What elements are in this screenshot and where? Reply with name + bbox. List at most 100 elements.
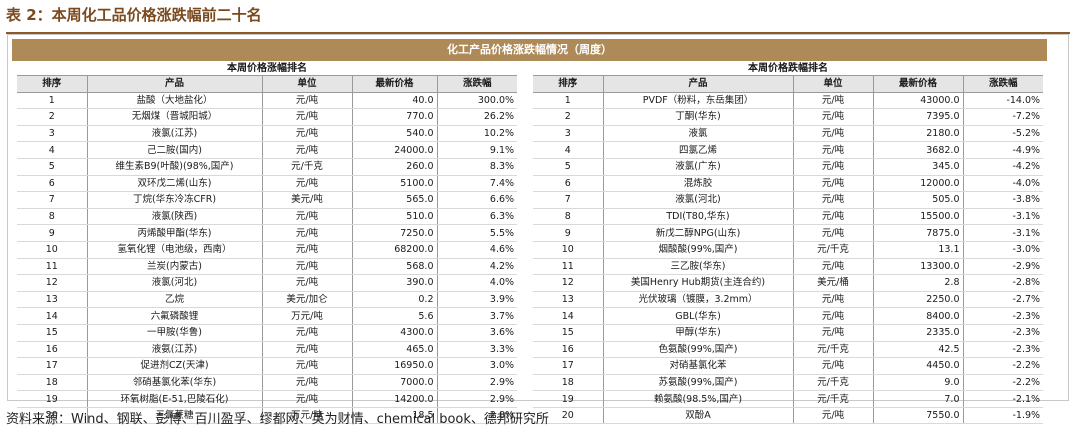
rank-cell: 5: [17, 158, 87, 176]
gainers-section-title: 本周价格涨幅排名: [17, 62, 518, 76]
unit-cell: 元/吨: [261, 324, 352, 342]
table-row: 14 六氟磷酸锂 万元/吨 5.6 3.7%: [17, 307, 518, 325]
unit-cell: 元/吨: [792, 258, 873, 276]
unit-cell: 元/吨: [792, 125, 873, 143]
product-cell: 光伏玻璃（镀膜，3.2mm）: [602, 291, 793, 309]
product-cell: 双环戊二烯(山东): [86, 175, 262, 193]
change-cell: -2.7%: [962, 291, 1044, 309]
rank-cell: 18: [533, 374, 603, 392]
price-cell: 12000.0: [872, 175, 963, 193]
table-row: 18 邻硝基氯化苯(华东) 元/吨 7000.0 2.9%: [17, 374, 518, 392]
table-row: 20 双酚A 元/吨 7550.0 -1.9%: [533, 407, 1044, 425]
table-row: 12 液氯(河北) 元/吨 390.0 4.0%: [17, 274, 518, 292]
product-cell: 丙烯酸甲酯(华东): [86, 224, 262, 242]
price-cell: 260.0: [351, 158, 437, 176]
table-row: 4 己二胺(国内) 元/吨 24000.0 9.1%: [17, 141, 518, 159]
product-cell: 乙烷: [86, 291, 262, 309]
unit-cell: 元/千克: [792, 390, 873, 408]
table-row: 7 液氯(河北) 元/吨 505.0 -3.8%: [533, 191, 1044, 209]
price-cell: 7000.0: [351, 374, 437, 392]
price-cell: 4450.0: [872, 357, 963, 375]
unit-cell: 元/吨: [792, 141, 873, 159]
price-cell: 8400.0: [872, 307, 963, 325]
price-cell: 540.0: [351, 125, 437, 143]
table-row: 19 赖氨酸(98.5%,国产) 元/千克 7.0 -2.1%: [533, 390, 1044, 408]
change-cell: 3.3%: [436, 341, 518, 359]
table-row: 6 混炼胶 元/吨 12000.0 -4.0%: [533, 175, 1044, 193]
rank-cell: 19: [533, 390, 603, 408]
table-row: 15 一甲胺(华鲁) 元/吨 4300.0 3.6%: [17, 324, 518, 342]
rank-cell: 2: [533, 108, 603, 126]
product-cell: 混炼胶: [602, 175, 793, 193]
rank-cell: 8: [533, 208, 603, 226]
product-cell: 氢氧化锂（电池级，西南）: [86, 241, 262, 259]
rank-cell: 6: [533, 175, 603, 193]
product-cell: 四氯乙烯: [602, 141, 793, 159]
table-row: 2 丁酮(华东) 元/吨 7395.0 -7.2%: [533, 108, 1044, 126]
price-cell: 14200.0: [351, 390, 437, 408]
price-cell: 0.2: [351, 291, 437, 309]
product-cell: 色氨酸(99%,国产): [602, 341, 793, 359]
product-cell: TDI(T80,华东): [602, 208, 793, 226]
table-row: 11 三乙胺(华东) 元/吨 13300.0 -2.9%: [533, 258, 1044, 276]
price-cell: 2.8: [872, 274, 963, 292]
price-cell: 2335.0: [872, 324, 963, 342]
price-cell: 2250.0: [872, 291, 963, 309]
rank-cell: 14: [17, 307, 87, 325]
change-cell: 2.8%: [436, 407, 518, 425]
table-row: 10 烟酸酸(99%,国产) 元/千克 13.1 -3.0%: [533, 241, 1044, 259]
product-cell: GBL(华东): [602, 307, 793, 325]
product-cell: 丁酮(华东): [602, 108, 793, 126]
rank-cell: 16: [17, 341, 87, 359]
unit-cell: 元/千克: [792, 341, 873, 359]
unit-cell: 元/吨: [261, 92, 352, 110]
decliners-table: 本周价格跌幅排名 排序 产品 单位 最新价格 涨跌幅 1 PVDF（粉料，东岳集团） 元/吨 43…: [533, 62, 1044, 425]
price-cell: 42.5: [872, 341, 963, 359]
table-caption: 表 2：本周化工品价格涨跌幅前二十名: [6, 6, 262, 24]
product-cell: PVDF（粉料，东岳集团）: [602, 92, 793, 110]
price-cell: 5.6: [351, 307, 437, 325]
table-row: 8 TDI(T80,华东) 元/吨 15500.0 -3.1%: [533, 208, 1044, 226]
unit-cell: 元/吨: [792, 191, 873, 209]
table-row: 14 GBL(华东) 元/吨 8400.0 -2.3%: [533, 307, 1044, 325]
table-row: 3 液氯(江苏) 元/吨 540.0 10.2%: [17, 125, 518, 143]
product-header: 产品: [602, 75, 793, 93]
rank-cell: 12: [17, 274, 87, 292]
table-row: 3 液氯 元/吨 2180.0 -5.2%: [533, 125, 1044, 143]
change-cell: -4.0%: [962, 175, 1044, 193]
price-cell: 2180.0: [872, 125, 963, 143]
price-cell: 43000.0: [872, 92, 963, 110]
product-cell: 环氧树脂(E-51,巴陵石化): [86, 390, 262, 408]
rank-cell: 4: [533, 141, 603, 159]
table-row: 17 对硝基氯化苯 元/吨 4450.0 -2.2%: [533, 357, 1044, 375]
product-cell: 美国Henry Hub期货(主连合约): [602, 274, 793, 292]
price-cell: 568.0: [351, 258, 437, 276]
unit-cell: 美元/吨: [261, 191, 352, 209]
product-cell: 液氯(河北): [86, 274, 262, 292]
change-header: 涨跌幅: [436, 75, 518, 93]
unit-cell: 元/吨: [792, 324, 873, 342]
product-cell: 赖氨酸(98.5%,国产): [602, 390, 793, 408]
rank-cell: 10: [17, 241, 87, 259]
price-cell: 7250.0: [351, 224, 437, 242]
unit-cell: 元/吨: [792, 175, 873, 193]
change-cell: -4.9%: [962, 141, 1044, 159]
table-row: 5 维生素B9(叶酸)(98%,国产) 元/千克 260.0 8.3%: [17, 158, 518, 176]
decliners-section-title: 本周价格跌幅排名: [533, 62, 1044, 76]
table-row: 1 PVDF（粉料，东岳集团） 元/吨 43000.0 -14.0%: [533, 92, 1044, 110]
product-cell: 双酚A: [602, 407, 793, 425]
price-cell: 5100.0: [351, 175, 437, 193]
unit-cell: 元/吨: [792, 92, 873, 110]
rank-header: 排序: [17, 75, 87, 93]
unit-cell: 元/千克: [261, 158, 352, 176]
change-cell: -3.1%: [962, 208, 1044, 226]
table-row: 6 双环戊二烯(山东) 元/吨 5100.0 7.4%: [17, 175, 518, 193]
product-cell: 无烟煤（晋城阳城）: [86, 108, 262, 126]
change-cell: 3.9%: [436, 291, 518, 309]
source-note: 资料来源：Wind、钢联、彭博、百川盈孚、缪都网、英为财情、chemical b…: [6, 412, 549, 427]
product-header: 产品: [86, 75, 262, 93]
table-banner: 化工产品价格涨跌幅情况（周度）: [12, 39, 1047, 61]
price-cell: 9.0: [872, 374, 963, 392]
table-row: 1 盐酸（大地盐化） 元/吨 40.0 300.0%: [17, 92, 518, 110]
price-cell: 505.0: [872, 191, 963, 209]
